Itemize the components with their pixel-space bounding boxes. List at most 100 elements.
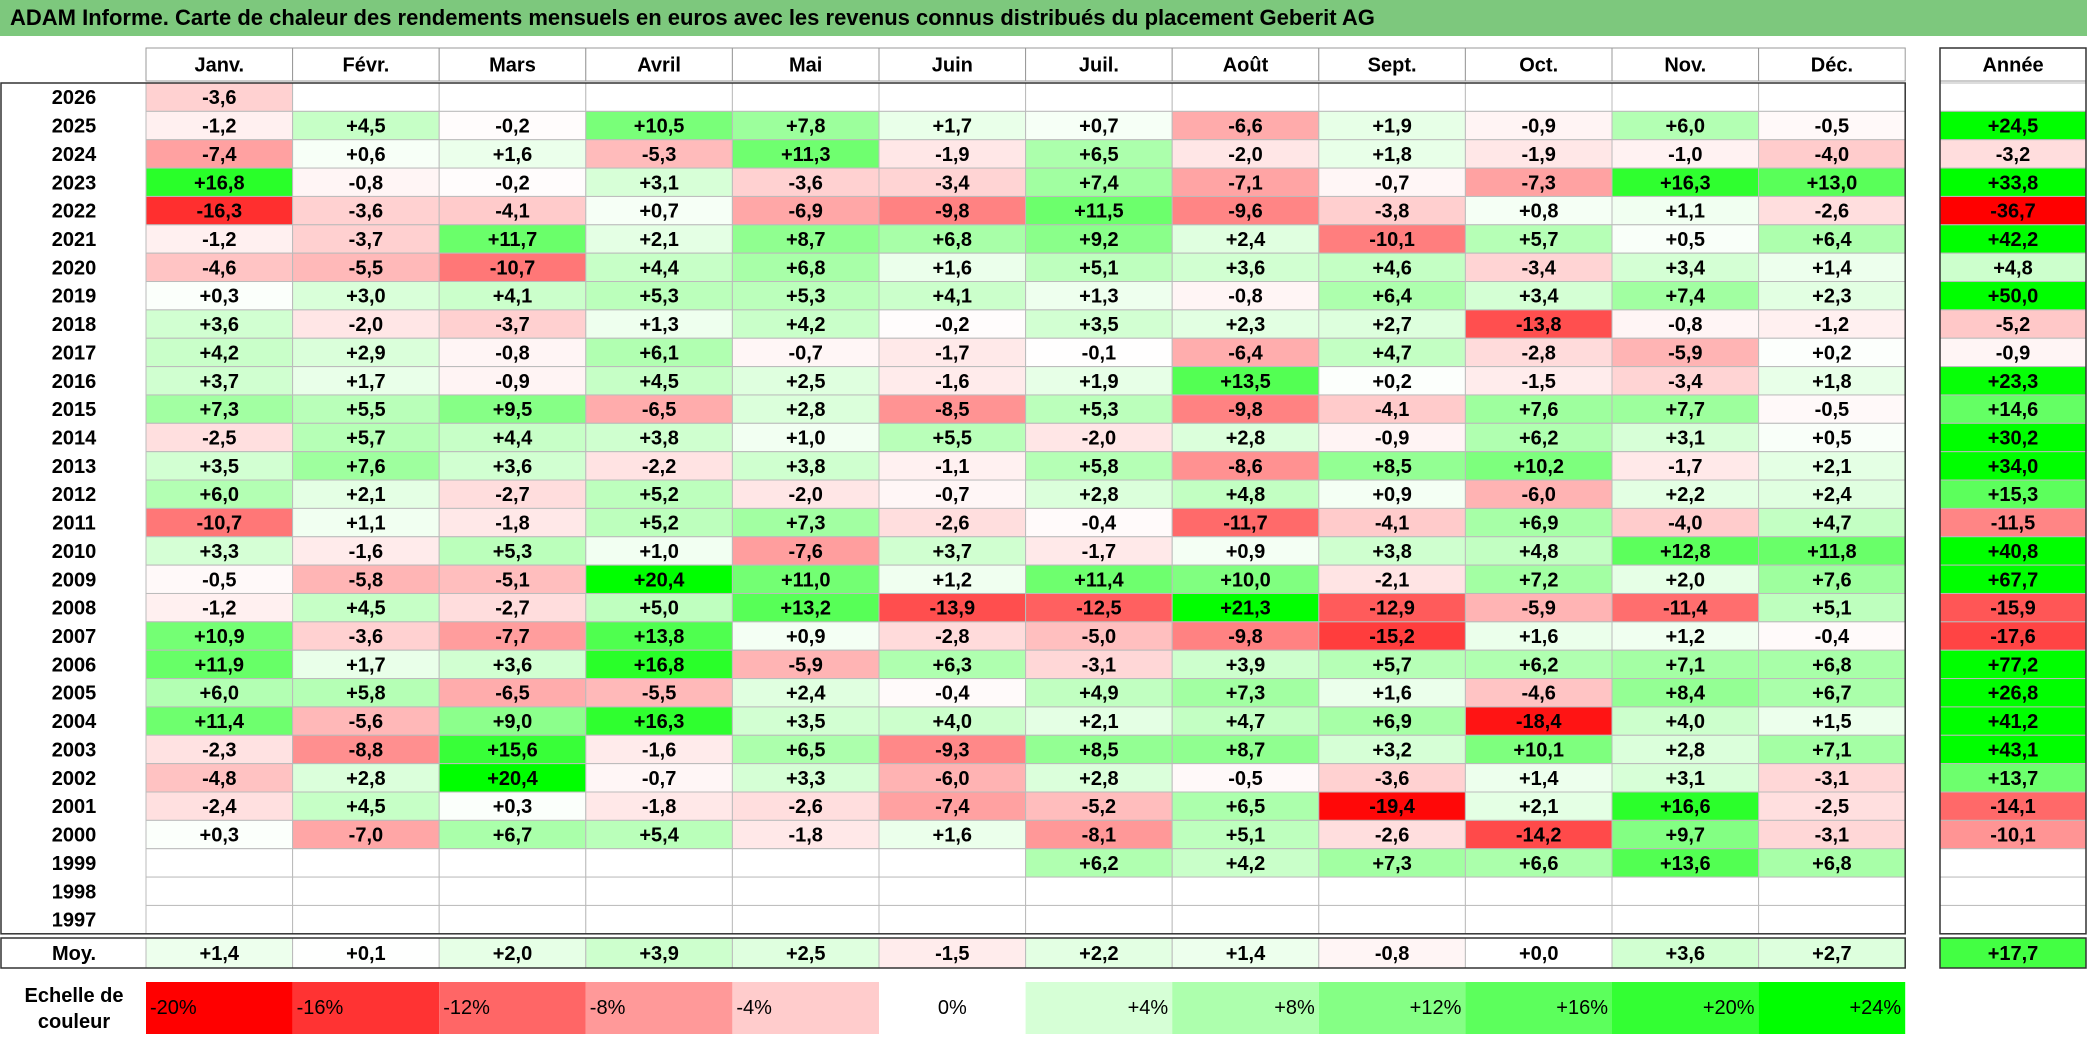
heatmap-cell xyxy=(1025,281,1173,311)
heatmap-cell-value: +3,4 xyxy=(1519,286,1559,308)
heatmap-cell-value: -3,6 xyxy=(788,172,822,194)
heatmap-cell xyxy=(1318,848,1466,878)
color-scale-swatch xyxy=(732,982,879,1034)
annual-cell xyxy=(1939,224,2087,254)
color-scale-swatch xyxy=(1172,982,1319,1034)
heatmap-cell-value: +3,3 xyxy=(786,768,825,790)
heatmap-cell-value: +1,9 xyxy=(1372,116,1411,138)
heatmap-cell xyxy=(1025,592,1173,623)
heatmap-cell-value: +3,6 xyxy=(200,314,239,336)
heatmap-cell xyxy=(145,904,294,935)
heatmap-cell xyxy=(145,592,294,623)
heatmap-cell-value: +2,1 xyxy=(1812,456,1851,478)
heatmap-cell-value: +5,3 xyxy=(786,286,825,308)
heatmap-cell xyxy=(731,82,880,112)
heatmap-cell-value: -1,8 xyxy=(642,796,676,818)
annual-cell-value: +77,2 xyxy=(1988,654,2039,676)
color-scale-label-value: -8% xyxy=(590,997,626,1019)
heatmap-cell-value: -0,9 xyxy=(1521,116,1555,138)
heatmap-cell-value: -4,6 xyxy=(202,257,236,279)
row-year-label: 1997 xyxy=(52,910,97,932)
month-header-cell xyxy=(145,47,294,82)
heatmap-cell-value: -2,7 xyxy=(495,484,529,506)
heatmap-cell-value: +6,9 xyxy=(1372,711,1411,733)
heatmap-cell-value: -0,8 xyxy=(1228,286,1262,308)
heatmap-cell xyxy=(1318,763,1466,793)
row-year-label: 2010 xyxy=(52,541,97,563)
heatmap-cell-value: +10,2 xyxy=(1513,456,1564,478)
heatmap-cell xyxy=(1758,876,1906,906)
heatmap-cell xyxy=(1464,422,1613,453)
heatmap-cell xyxy=(145,451,294,481)
heatmap-cell-value: +3,5 xyxy=(200,456,239,478)
heatmap-cell-value: -7,6 xyxy=(788,541,822,563)
average-cell-value: +1,4 xyxy=(1226,943,1266,965)
row-year-label: 2018 xyxy=(52,314,97,336)
heatmap-cell-value: -0,2 xyxy=(495,116,529,138)
heatmap-cell-value: +5,5 xyxy=(933,428,972,450)
heatmap-cell xyxy=(1025,734,1173,765)
row-year-label: 2007 xyxy=(52,626,97,648)
heatmap-cell-value: -6,6 xyxy=(1228,116,1262,138)
heatmap-cell xyxy=(438,876,587,906)
heatmap-cell xyxy=(145,139,294,169)
annual-cell xyxy=(1939,621,2087,651)
heatmap-cell xyxy=(585,394,733,424)
heatmap-cell-value: +6,5 xyxy=(1226,796,1265,818)
heatmap-cell xyxy=(878,564,1027,594)
heatmap-cell-value: +9,7 xyxy=(1666,825,1705,847)
heatmap-cell xyxy=(1464,536,1613,566)
heatmap-cell xyxy=(438,110,587,141)
heatmap-cell-value: -7,7 xyxy=(495,626,529,648)
heatmap-cell-value: +4,6 xyxy=(1372,257,1411,279)
heatmap-cell xyxy=(1025,309,1173,339)
heatmap-cell-value: +12,8 xyxy=(1660,541,1711,563)
heatmap-cell xyxy=(878,904,1027,935)
heatmap-cell-value: +6,9 xyxy=(1519,513,1558,535)
heatmap-cell-value: -1,1 xyxy=(935,456,969,478)
heatmap-cell-value: -0,4 xyxy=(935,683,970,705)
annual-cell xyxy=(1939,649,2087,680)
row-year-label: 1998 xyxy=(52,881,97,903)
heatmap-cell-value: +3,7 xyxy=(933,541,972,563)
heatmap-cell xyxy=(1318,621,1466,651)
annual-cell xyxy=(1939,167,2087,197)
annual-cell-value: +4,8 xyxy=(1993,257,2032,279)
heatmap-cell xyxy=(1171,876,1320,906)
heatmap-cell xyxy=(292,876,440,906)
heatmap-cell xyxy=(1611,479,1760,509)
heatmap-cell xyxy=(1464,507,1613,538)
table-border xyxy=(0,82,1906,935)
heatmap-cell xyxy=(1318,110,1466,141)
heatmap-cell-value: -12,9 xyxy=(1369,598,1415,620)
heatmap-cell-value: +16,3 xyxy=(1660,172,1711,194)
color-scale-label-value: +24% xyxy=(1849,997,1901,1019)
heatmap-cell-value: -0,9 xyxy=(1375,428,1409,450)
heatmap-cell-value: +2,5 xyxy=(786,371,825,393)
color-scale-label-value: +16% xyxy=(1556,997,1608,1019)
heatmap-cell xyxy=(1758,451,1906,481)
heatmap-cell xyxy=(292,422,440,453)
heatmap-cell-value: -1,8 xyxy=(788,825,822,847)
heatmap-cell-value: +3,3 xyxy=(200,541,239,563)
heatmap-cell-value: -4,0 xyxy=(1668,513,1702,535)
heatmap-cell-value: +16,8 xyxy=(634,654,685,676)
heatmap-cell-value: -2,5 xyxy=(202,428,236,450)
annual-cell-value: -10,1 xyxy=(1990,825,2036,847)
heatmap-cell-value: +5,7 xyxy=(1519,229,1558,251)
heatmap-cell-value: +5,0 xyxy=(639,598,678,620)
heatmap-cell xyxy=(1464,451,1613,481)
heatmap-cell xyxy=(292,904,440,935)
heatmap-cell-value: -2,6 xyxy=(1375,825,1409,847)
heatmap-cell xyxy=(585,791,733,821)
heatmap-cell-value: -2,7 xyxy=(495,598,529,620)
heatmap-cell-value: +5,1 xyxy=(1812,598,1851,620)
heatmap-cell-value: -2,5 xyxy=(1815,796,1849,818)
heatmap-cell-value: +1,0 xyxy=(639,541,678,563)
heatmap-cell xyxy=(878,848,1027,878)
heatmap-cell-value: +6,8 xyxy=(786,257,825,279)
heatmap-cell-value: +5,8 xyxy=(346,683,385,705)
heatmap-cell-value: +6,0 xyxy=(1666,116,1705,138)
heatmap-cell-value: +6,3 xyxy=(933,654,972,676)
heatmap-cell xyxy=(438,592,587,623)
